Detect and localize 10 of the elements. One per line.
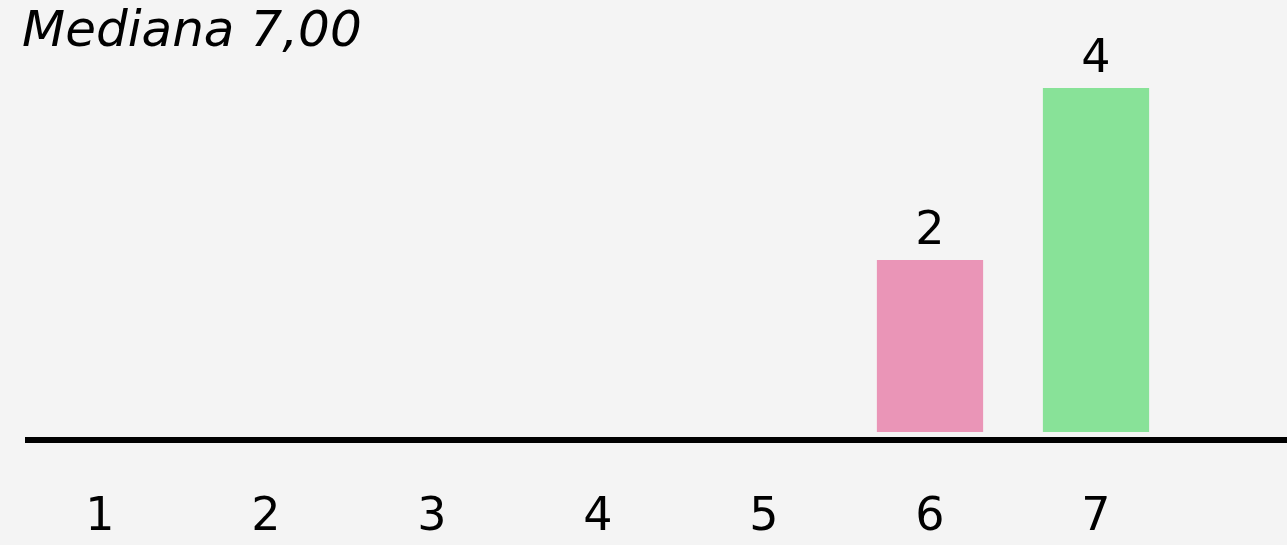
x-tick-label: 1 (85, 487, 115, 541)
data-label: 4 (1081, 29, 1111, 83)
x-tick-label: 5 (749, 487, 779, 541)
chart-title: Mediana 7,00 (22, 0, 362, 58)
x-tick-label: 6 (915, 487, 945, 541)
x-tick-label: 4 (583, 487, 613, 541)
x-tick-label: 2 (251, 487, 281, 541)
x-tick-label: 3 (417, 487, 447, 541)
x-tick-label: 7 (1081, 487, 1111, 541)
data-label: 2 (915, 201, 945, 255)
